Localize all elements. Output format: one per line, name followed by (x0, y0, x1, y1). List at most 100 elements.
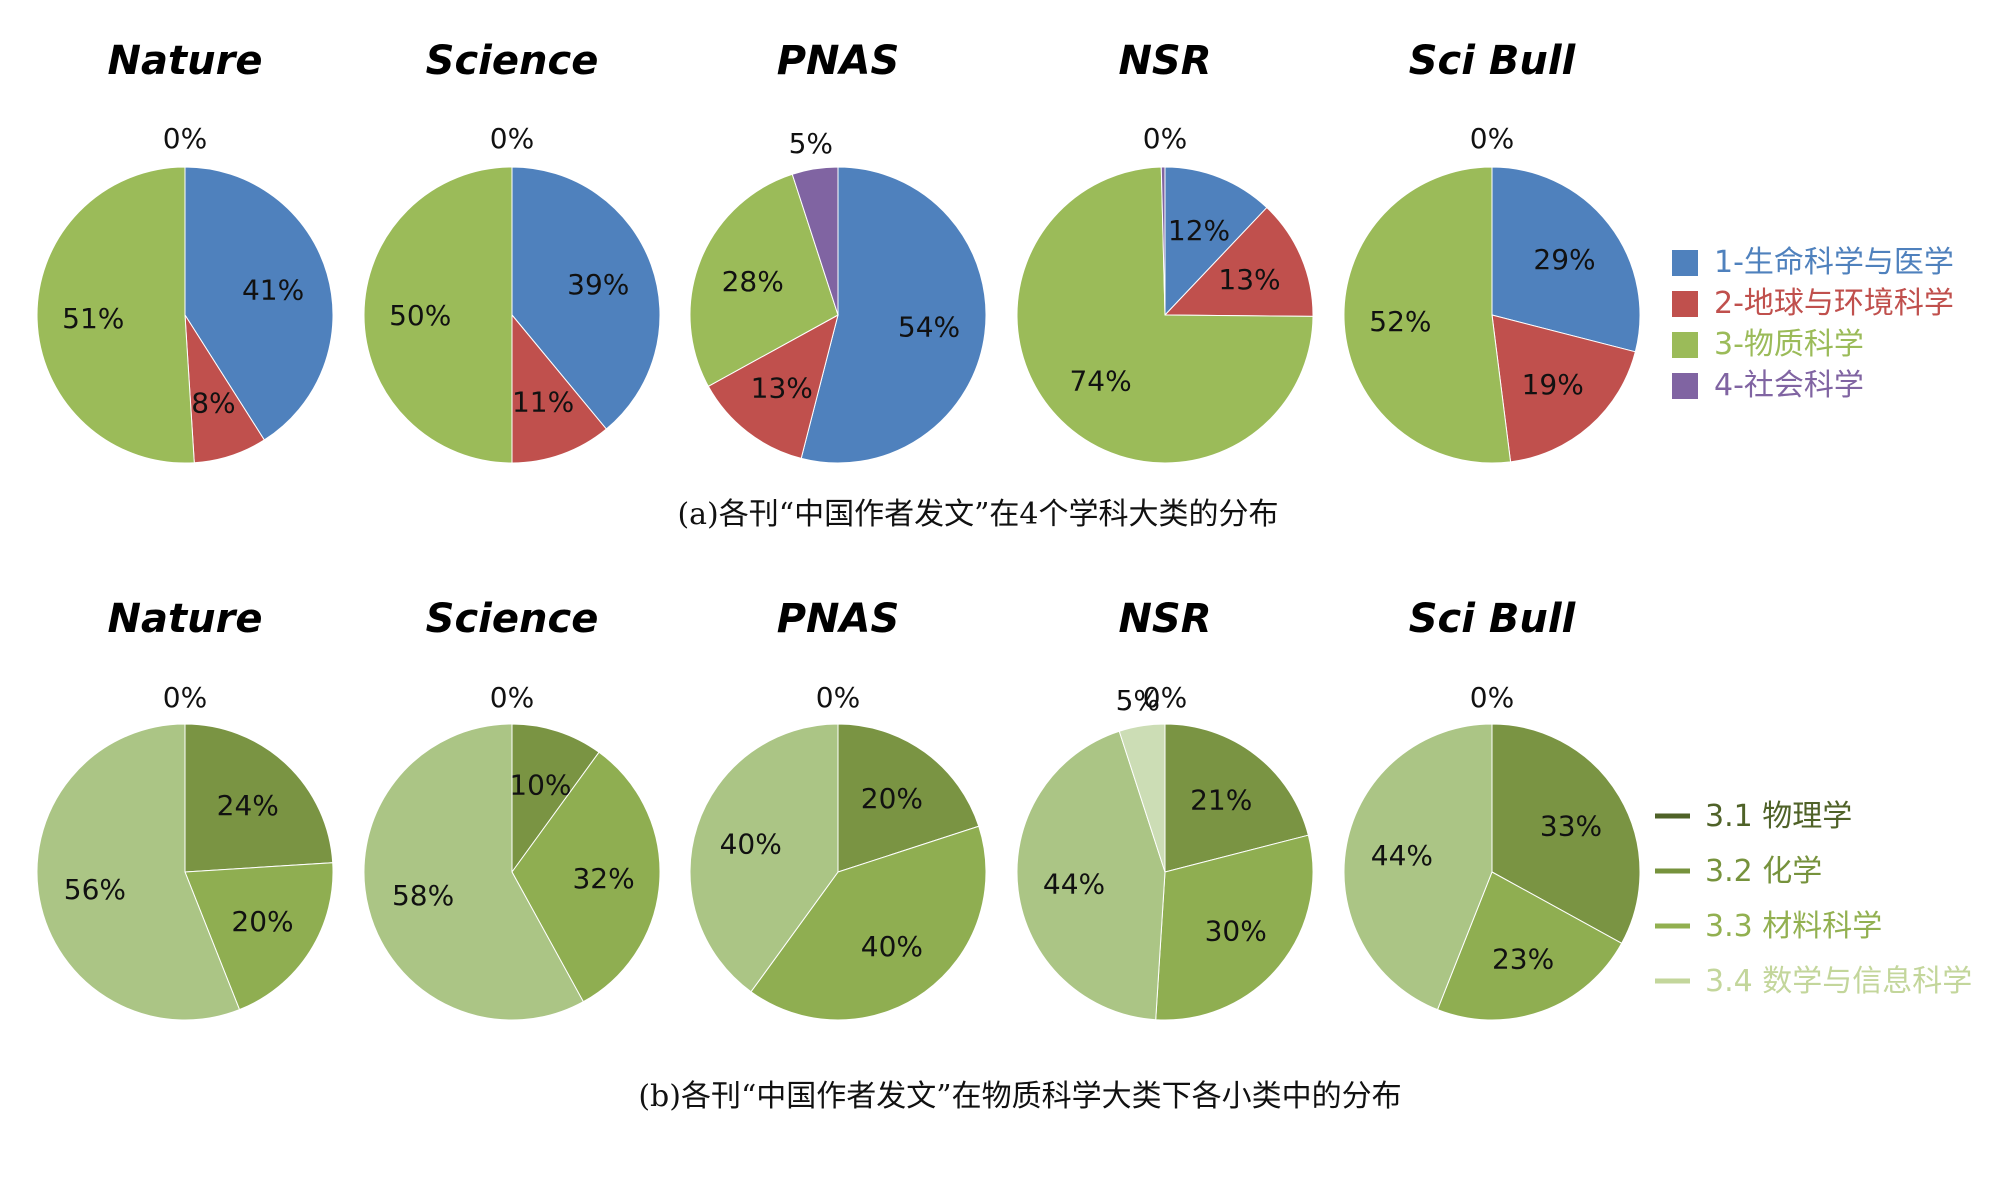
pie-slice (689, 723, 839, 993)
pie-slice (1155, 834, 1314, 1021)
pie-slice (1164, 723, 1309, 873)
slice-label: 56% (64, 873, 126, 906)
slice-label: 32% (572, 862, 634, 895)
slice-label: 40% (861, 930, 923, 963)
slice-label: 39% (567, 268, 629, 301)
pie-slice (1343, 723, 1493, 1011)
pie-b-sci-bull: Sci Bull 0% 33% 23% 44% (1343, 596, 1641, 1021)
pie-a-nsr: NSR 12% 13% 74% 0% (1016, 38, 1314, 464)
slice-label: 29% (1533, 243, 1595, 276)
pie-slice (36, 166, 195, 464)
slice-label: 52% (1369, 305, 1431, 338)
slice-label: 0% (1470, 681, 1514, 714)
slice-label: 54% (898, 311, 960, 344)
chart-title: Nature (108, 596, 263, 642)
slice-label: 0% (490, 122, 534, 155)
slice-label: 20% (231, 905, 293, 938)
pie-slice (1118, 723, 1166, 873)
legend-label: 3-物质科学 (1714, 327, 1864, 362)
slice-label: 0% (1143, 681, 1187, 714)
chart-title: Sci Bull (1409, 38, 1577, 84)
pie-slice (184, 166, 334, 441)
panel-b: Nature 0% 24% 20% 56% Science 0% 10% 32% 58% PNAS 0… (36, 596, 1641, 1021)
slice-label: 13% (751, 372, 813, 405)
pie-slice (511, 313, 608, 464)
slice-label: 0% (1143, 122, 1187, 155)
slice-label: 20% (861, 782, 923, 815)
pie-a-nature: Nature 41% 8% 51% 0% (36, 38, 334, 464)
pie-b-pnas: PNAS 0% 20% 40% 40% (689, 596, 987, 1021)
legend-swatch (1672, 291, 1698, 317)
pie-slice (363, 723, 584, 1021)
slice-label: 30% (1205, 915, 1267, 948)
slice-label: 51% (62, 302, 124, 335)
pie-b-science: Science 0% 10% 32% 58% (363, 596, 661, 1021)
chart-title: NSR (1118, 38, 1211, 84)
legend-label: 3.3 材料科学 (1705, 909, 1882, 944)
legend-label: 3.2 化学 (1705, 854, 1822, 889)
pie-a-pnas: PNAS 54% 13% 28% 5% (689, 38, 987, 464)
pie-slice (184, 862, 334, 1011)
slice-label: 0% (816, 681, 860, 714)
slice-label: 33% (1540, 809, 1602, 842)
slice-label: 12% (1168, 214, 1230, 247)
slice-label: 21% (1190, 784, 1252, 817)
pie-slice (1016, 166, 1314, 464)
slice-label: 23% (1492, 942, 1554, 975)
pie-slice (511, 751, 661, 1003)
pie-slice (1163, 206, 1314, 317)
slice-label: 13% (1218, 263, 1280, 296)
pie-slice (837, 723, 980, 873)
slice-label: 8% (191, 386, 235, 419)
pie-slice (1436, 871, 1623, 1021)
legend-b: 3.1 物理学 3.2 化学 3.3 材料科学 3.4 数学与信息科学 (1655, 799, 1972, 999)
slice-label: 58% (392, 879, 454, 912)
pie-a-sci-bull: Sci Bull 29% 19% 52% 0% (1343, 38, 1641, 464)
chart-title: Sci Bull (1409, 596, 1577, 642)
slice-label: 5% (1116, 684, 1160, 717)
legend-label: 1-生命科学与医学 (1714, 245, 1954, 280)
slice-label: 74% (1069, 364, 1131, 397)
legend-swatch (1672, 373, 1698, 399)
slice-label: 0% (163, 122, 207, 155)
pie-slice (750, 825, 987, 1021)
slice-label: 0% (163, 681, 207, 714)
pie-b-nature: Nature 0% 24% 20% 56% (36, 596, 334, 1021)
pie-slice (511, 723, 600, 874)
slice-label: 44% (1043, 868, 1105, 901)
pie-slice (1164, 166, 1268, 317)
slice-label: 0% (490, 681, 534, 714)
caption-a: (a)各刊“中国作者发文”在4个学科大类的分布 (677, 497, 1278, 532)
panel-a: Nature 41% 8% 51% 0% Science 39% 11% 50% 0% PNAS 54… (36, 38, 1641, 464)
slice-label: 5% (789, 127, 833, 160)
pie-slice (363, 166, 513, 464)
pie-slice (1491, 166, 1641, 353)
legend-label: 2-地球与环境科学 (1714, 286, 1954, 321)
chart-title: PNAS (777, 596, 900, 642)
chart-title: PNAS (777, 38, 900, 84)
slice-label: 24% (217, 789, 279, 822)
legend-swatch (1672, 332, 1698, 358)
slice-label: 50% (389, 299, 451, 332)
pie-slice (707, 314, 839, 459)
chart-title: Science (426, 38, 599, 84)
legend-label: 3.1 物理学 (1705, 799, 1852, 834)
chart-title: Nature (108, 38, 263, 84)
pie-slice (1160, 166, 1166, 316)
legend-label: 4-社会科学 (1714, 368, 1864, 403)
chart-title: Science (426, 596, 599, 642)
slice-label: 40% (720, 828, 782, 861)
legend-label: 3.4 数学与信息科学 (1705, 964, 1972, 999)
pie-slice (791, 166, 839, 316)
pie-slice (36, 723, 241, 1021)
legend-a: 1-生命科学与医学 2-地球与环境科学 3-物质科学 4-社会科学 (1672, 245, 1954, 403)
pie-b-nsr: NSR 0% 21% 30% 44% 5% (1016, 596, 1314, 1021)
pie-slice (1491, 314, 1636, 463)
slice-label: 11% (512, 385, 574, 418)
slice-label: 44% (1371, 839, 1433, 872)
slice-label: 10% (509, 769, 571, 802)
pie-slice (800, 166, 987, 464)
slice-label: 19% (1522, 368, 1584, 401)
caption-b: (b)各刊“中国作者发文”在物质科学大类下各小类中的分布 (638, 1079, 1401, 1114)
